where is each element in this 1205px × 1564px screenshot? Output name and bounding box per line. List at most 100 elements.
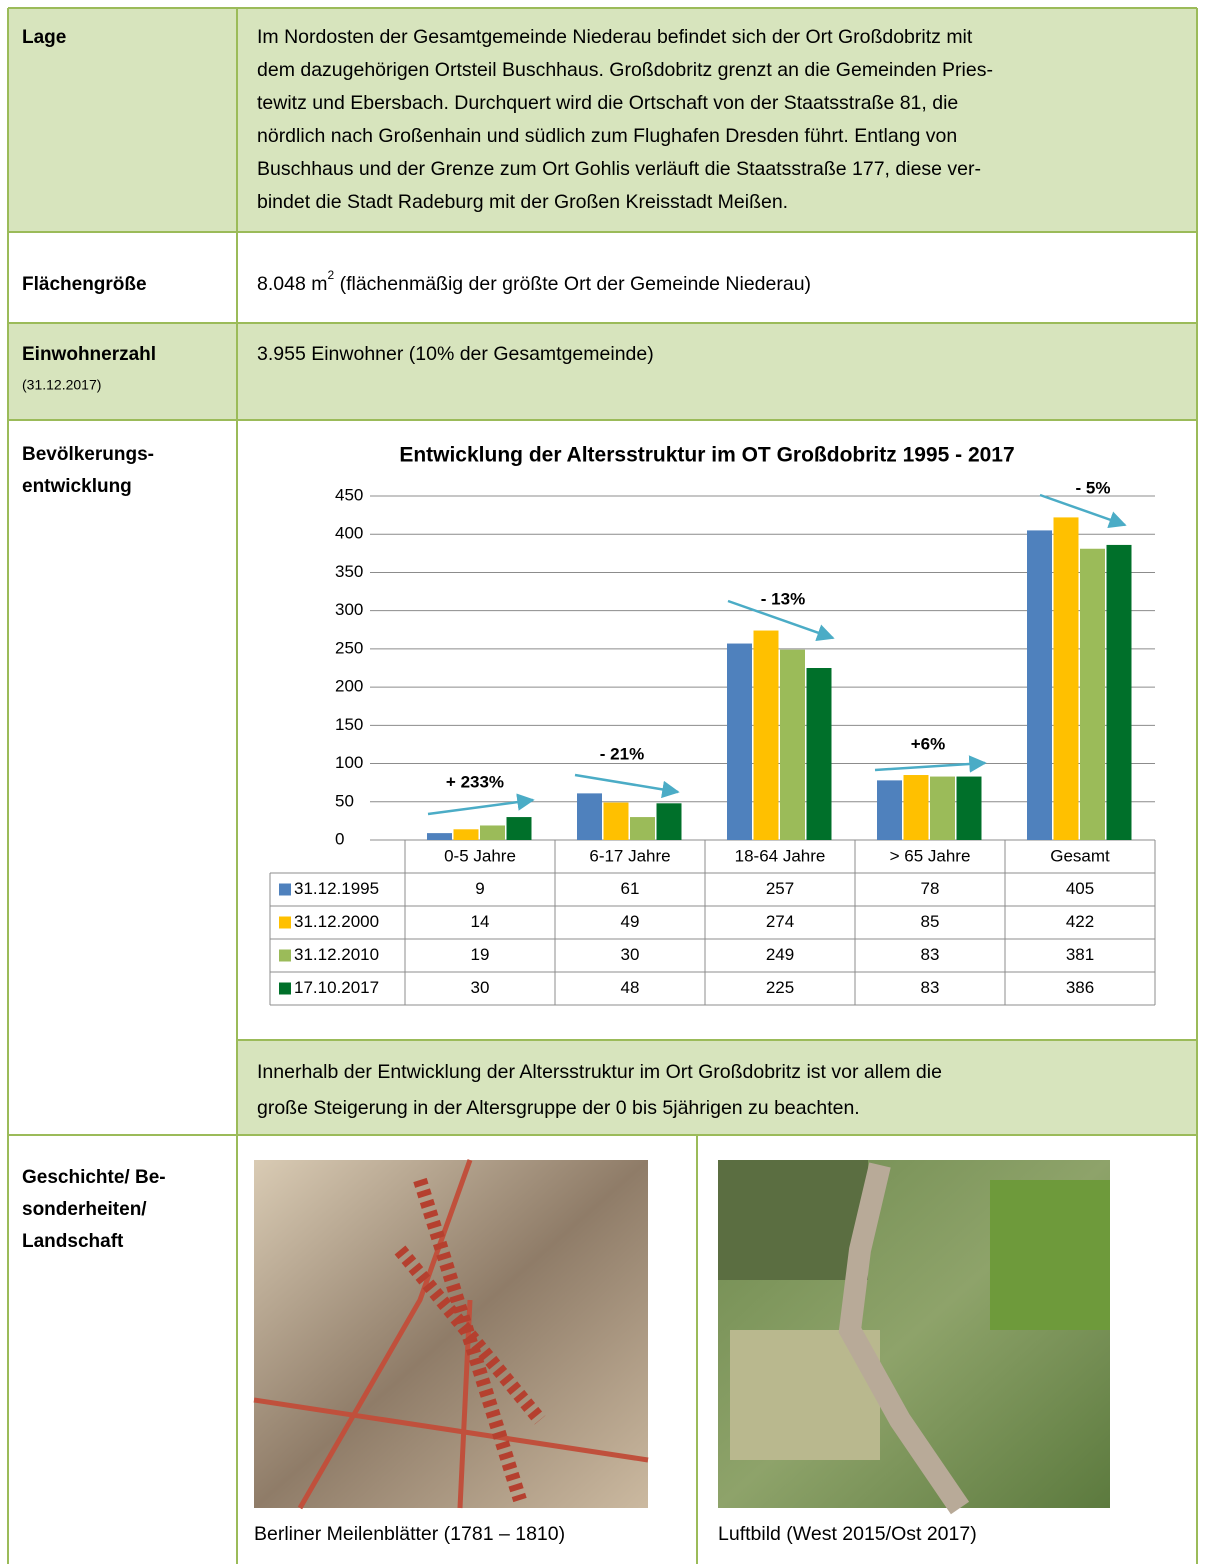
body-text: 3.955 Einwohner (10% der Gesamtgemeinde) [257,343,654,365]
y-tick-label: 450 [335,485,363,504]
y-tick-label: 200 [335,677,363,696]
row-label: Landschaft [22,1231,124,1252]
bar [930,776,955,840]
row-label: Lage [22,27,66,48]
bar [1027,530,1052,840]
bar [753,630,779,840]
bar [427,833,452,840]
table-value: 386 [1066,978,1094,997]
row-label: Flächengröße [22,274,147,295]
legend-swatch [279,949,291,962]
row-label: Bevölkerungs- [22,444,154,465]
trend-arrow [1039,493,1127,529]
bar [1080,548,1105,840]
table-value: 48 [621,978,640,997]
body-text: dem dazugehörigen Ortsteil Buschhaus. Gr… [257,59,993,81]
bar [727,643,752,840]
legend-swatch [279,883,291,896]
bar [956,776,982,840]
y-tick-label: 250 [335,638,363,657]
aerial-image [718,1160,1110,1515]
body-text: Im Nordosten der Gesamtgemeinde Niederau… [257,26,973,48]
text-part: (flächenmäßig der größte Ort der Gemeind… [334,273,811,295]
x-tick-label: Gesamt [1050,846,1110,865]
map-image [253,1159,649,1510]
trend-arrow [727,599,835,642]
trend-arrow [427,793,535,816]
bar [506,817,532,840]
x-tick-label: 6-17 Jahre [589,846,670,865]
table-borders [7,7,1198,1564]
table-value: 257 [766,879,794,898]
annotation: +6% [911,734,946,753]
table-value: 78 [921,879,940,898]
bar [780,649,805,840]
y-tick-label: 400 [335,524,363,543]
trend-arrow [874,755,987,773]
row-bg [237,1040,1197,1135]
trend-arrow [574,773,680,799]
row-sublabel: (31.12.2017) [22,377,101,393]
table-value: 49 [621,912,640,931]
body-text: bindet die Stadt Radeburg mit der Großen… [257,191,788,213]
x-tick-label: 0-5 Jahre [444,846,516,865]
bar [656,803,682,840]
table-value: 381 [1066,945,1094,964]
body-text: tewitz und Ebersbach. Durchquert wird di… [257,92,958,114]
y-tick-label: 0 [335,829,344,848]
bar [877,780,902,840]
annotation: - 13% [761,589,805,608]
y-tick-label: 100 [335,753,363,772]
text-part: 8.048 m [257,273,327,295]
bar [603,802,629,840]
bar [630,817,655,840]
table-value: 61 [621,879,640,898]
annotation: - 21% [600,744,644,763]
chart-title: Entwicklung der Altersstruktur im OT Gro… [399,444,1014,467]
table-value: 9 [475,879,484,898]
table-value: 83 [921,945,940,964]
legend-label: 17.10.2017 [294,978,379,997]
legend-swatch [279,982,291,995]
image-caption: Berliner Meilenblätter (1781 – 1810) [254,1523,565,1545]
body-text: Innerhalb der Entwicklung der Altersstru… [257,1061,942,1083]
annotation: - 5% [1076,478,1111,497]
table-value: 83 [921,978,940,997]
bar [1106,544,1132,840]
table-value: 14 [471,912,490,931]
table-value: 225 [766,978,794,997]
annotation: + 233% [446,772,504,791]
legend-label: 31.12.2000 [294,912,379,931]
table-value: 249 [766,945,794,964]
body-text: 8.048 m2 (flächenmäßig der größte Ort de… [257,268,811,295]
table-value: 19 [471,945,490,964]
row-bg [8,323,1197,420]
image-caption: Luftbild (West 2015/Ost 2017) [718,1523,977,1545]
x-tick-label: 18-64 Jahre [735,846,826,865]
row-label: Geschichte/ Be- [22,1167,166,1188]
legend-label: 31.12.1995 [294,879,379,898]
bar [453,829,479,840]
body-text: Buschhaus und der Grenze zum Ort Gohlis … [257,158,981,180]
bar [480,825,505,840]
table-value: 405 [1066,879,1094,898]
body-text: nördlich nach Großenhain und südlich zum… [257,125,957,147]
bar [903,775,929,840]
table-value: 30 [471,978,490,997]
bar [806,668,832,840]
table-value: 422 [1066,912,1094,931]
table-value: 274 [766,912,794,931]
y-tick-label: 350 [335,562,363,581]
table-value: 30 [621,945,640,964]
y-tick-label: 150 [335,715,363,734]
y-tick-label: 50 [335,791,354,810]
row-label: entwicklung [22,476,132,497]
bar [577,793,602,840]
x-tick-label: > 65 Jahre [890,846,971,865]
legend-swatch [279,916,291,929]
table-value: 85 [921,912,940,931]
row-label: sonderheiten/ [22,1199,147,1220]
y-tick-label: 300 [335,600,363,619]
